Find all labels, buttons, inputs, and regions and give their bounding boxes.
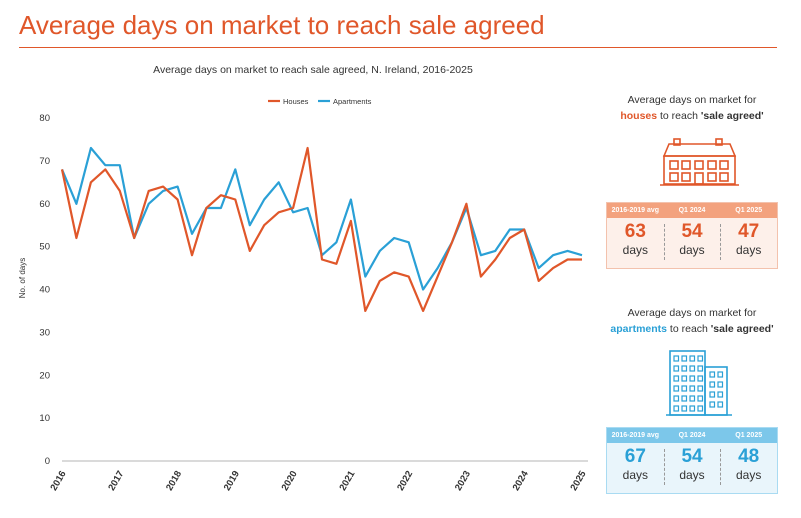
houses-value-q1-2024: 54 [681,221,703,242]
x-tick-label: 2024 [511,468,531,492]
houses-stats-table: 2016-2019 avg Q1 2024 Q1 2025 63 days 54… [606,202,778,269]
y-tick-label: 40 [39,285,50,296]
apartments-stat-avg: 67 days [607,443,664,491]
houses-unit-q1-2025: days [736,243,762,257]
chart-title: Average days on market to reach sale agr… [153,64,473,76]
x-tick-label: 2022 [395,469,415,493]
y-tick-label: 30 [39,327,50,338]
apartments-heading-mid: to reach [667,323,711,335]
apartments-header-q1-2024: Q1 2024 [663,428,721,443]
houses-value-q1-2025: 47 [738,221,760,242]
chart-lines [60,146,583,312]
apartments-panel-heading: Average days on market for apartments to… [606,305,778,337]
x-tick-label: 2019 [222,469,242,493]
x-tick-label: 2016 [49,469,69,493]
x-tick-label: 2018 [164,469,184,493]
apartments-highlight: apartments [610,323,668,335]
houses-unit-q1-2024: days [679,243,705,257]
apartments-stat-q1-2024: 54 days [663,443,721,491]
y-tick-label: 10 [39,413,50,424]
page-title: Average days on market to reach sale agr… [19,10,545,40]
y-tick-label: 20 [39,370,50,381]
apartments-unit-avg: days [622,468,649,482]
houses-stat-q1-2025: 47 days [720,218,777,266]
line-chart: Average days on market to reach sale agr… [18,64,589,493]
houses-header-q1-2025: Q1 2025 [720,203,778,218]
apartments-header-q1-2025: Q1 2025 [720,428,778,443]
series-line-houses [60,146,582,312]
x-tick-label: 2017 [106,469,126,493]
y-tick-label: 0 [45,456,50,467]
apartments-value-avg: 67 [624,446,646,467]
legend-label-houses: Houses [283,97,309,106]
houses-header-avg: 2016-2019 avg [607,203,664,218]
x-tick-label: 2021 [337,468,357,492]
apartments-stats-table: 2016-2019 avg Q1 2024 Q1 2025 67 days 54… [606,427,778,494]
chart-legend: Houses Apartments [268,97,372,106]
apartments-panel: Average days on market for apartments to… [606,305,778,494]
y-tick-label: 50 [39,242,50,253]
y-tick-label: 70 [39,156,50,167]
y-axis-label: No. of days [18,258,27,298]
houses-panel: Average days on market for houses to rea… [606,92,778,269]
title-divider [19,47,777,48]
houses-stat-q1-2024: 54 days [663,218,721,266]
houses-unit-avg: days [622,243,649,257]
legend-label-apartments: Apartments [333,97,372,106]
x-tick-label: 2023 [453,469,473,493]
apartments-heading-line1: Average days on market for [627,307,757,319]
apartments-unit-q1-2025: days [736,468,762,482]
houses-panel-heading: Average days on market for houses to rea… [606,92,778,124]
houses-stat-avg: 63 days [607,218,664,266]
x-axis: 2016 2017 2018 2019 2020 2021 2022 2023 2024 2025 [49,460,589,493]
houses-value-avg: 63 [624,221,646,242]
houses-heading-line1: Average days on market for [627,94,757,106]
apartments-value-q1-2024: 54 [681,446,703,467]
houses-header-q1-2024: Q1 2024 [663,203,721,218]
apartments-value-q1-2025: 48 [738,446,760,467]
apartments-unit-q1-2024: days [679,468,705,482]
houses-highlight: houses [620,110,658,122]
house-icon [660,138,739,186]
apartments-header-avg: 2016-2019 avg [607,428,664,443]
y-tick-label: 60 [39,199,50,210]
y-tick-label: 80 [39,113,50,124]
x-tick-label: 2025 [569,468,589,492]
x-tick-label: 2020 [280,469,300,493]
apartment-building-icon [666,350,732,416]
y-axis: 0 10 20 30 40 50 60 70 80 [39,113,50,467]
houses-heading-mid: to reach [657,110,701,122]
apartments-heading-quoted: 'sale agreed' [710,323,774,335]
apartments-stat-q1-2025: 48 days [720,443,777,491]
houses-heading-quoted: 'sale agreed' [700,110,764,122]
